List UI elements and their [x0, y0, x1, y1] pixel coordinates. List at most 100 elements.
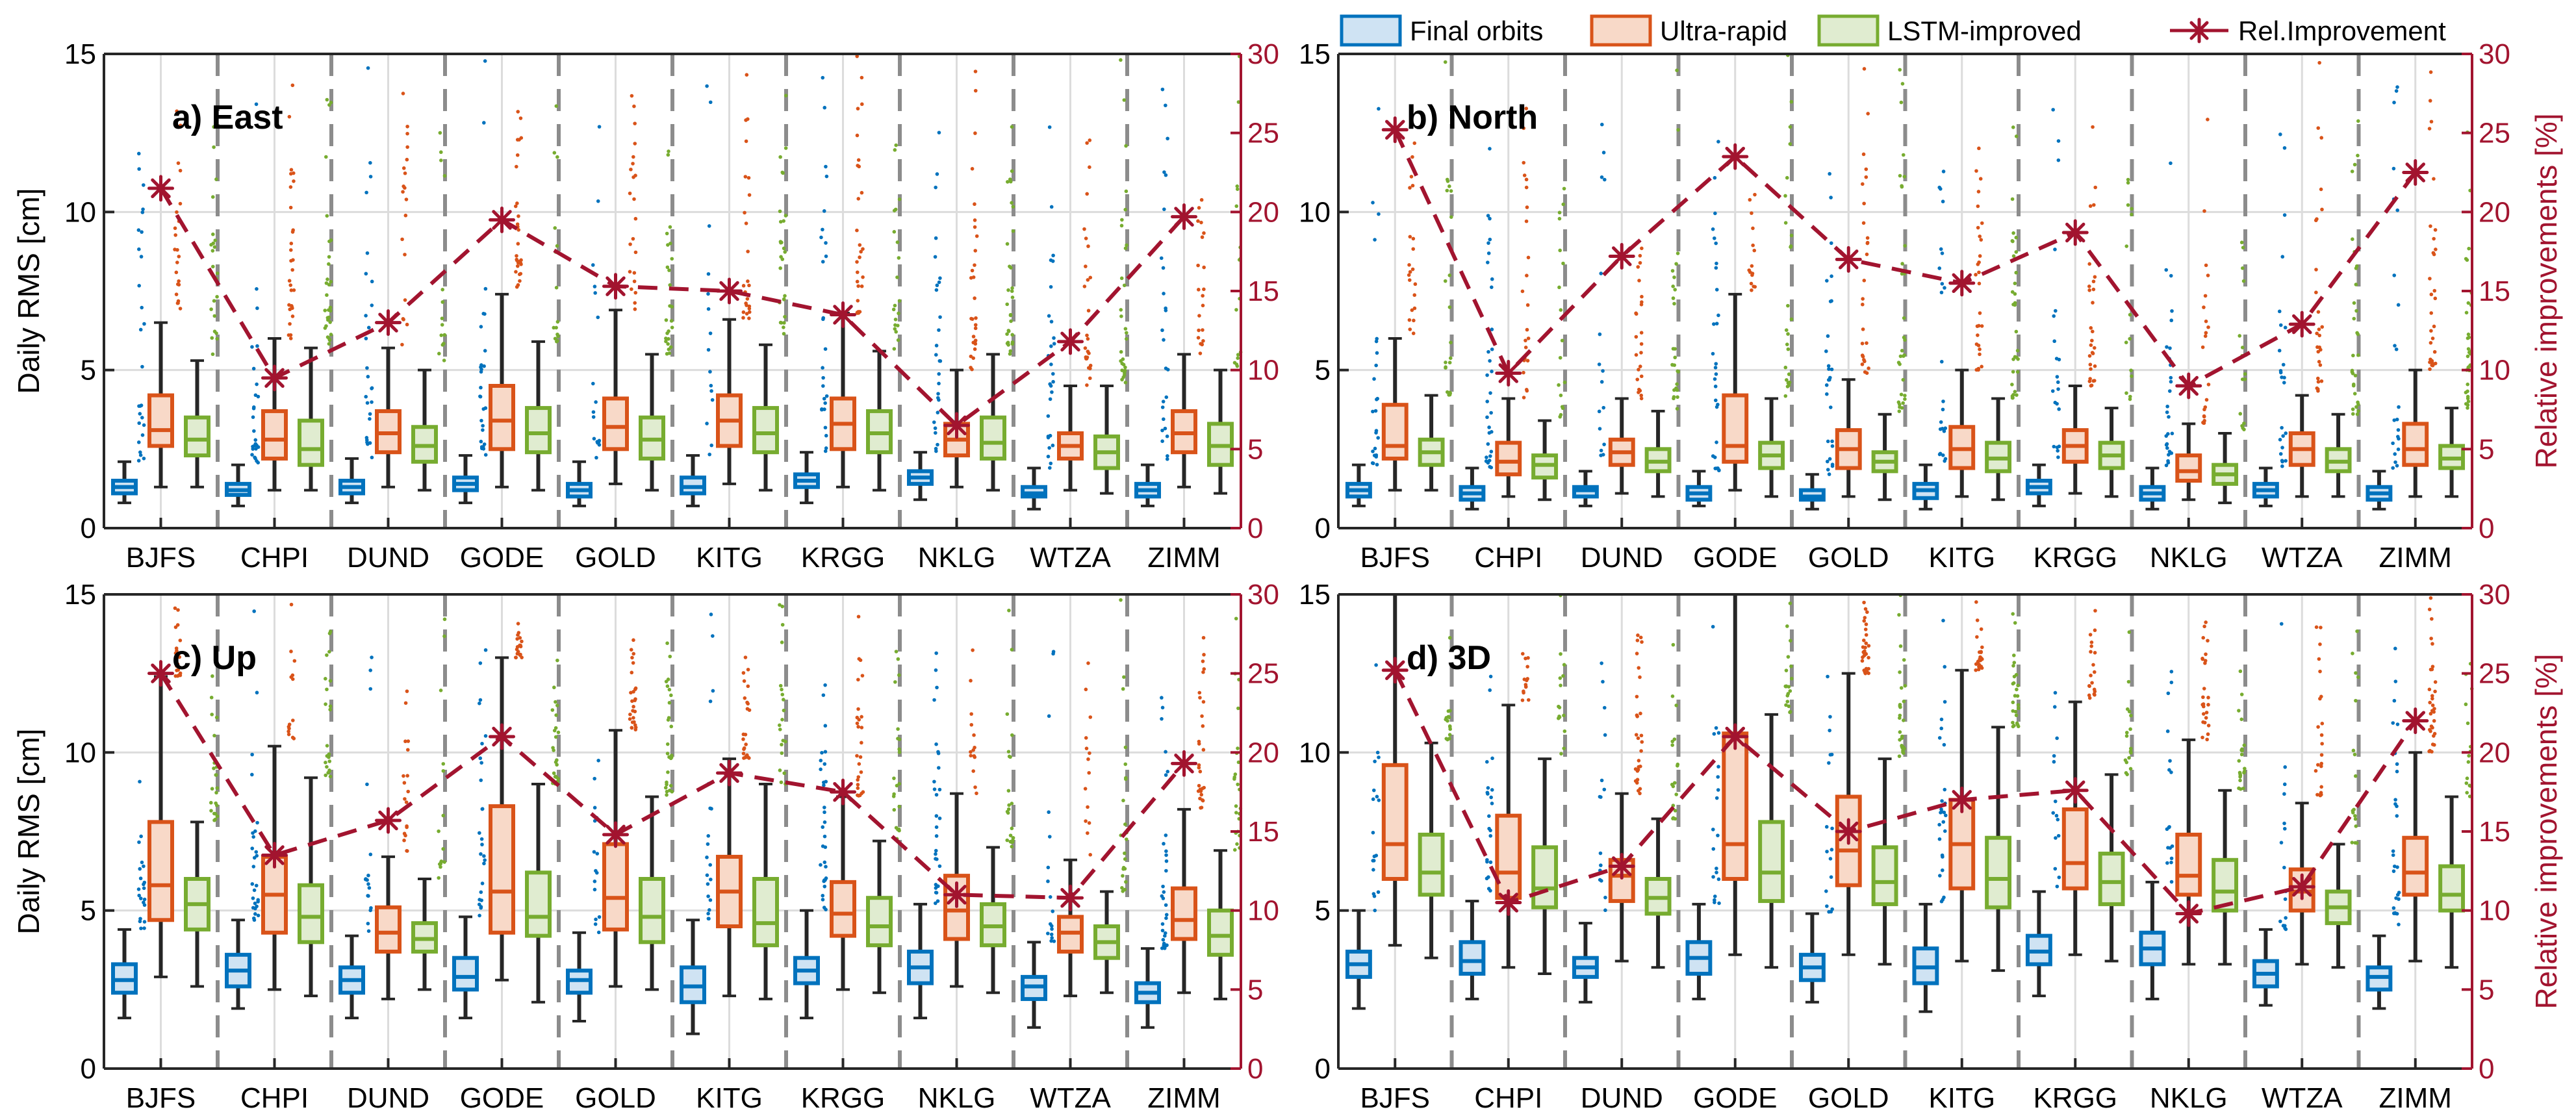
box-lstm-gold [639, 795, 665, 991]
box-lstm-krgg [2098, 407, 2125, 498]
y2-tick-label: 10 [2479, 895, 2510, 927]
outlier-point [1976, 190, 1981, 194]
outlier-point [630, 287, 633, 291]
outlier-point [1784, 703, 1788, 707]
outlier-point [1598, 851, 1603, 856]
outlier-point [2052, 444, 2056, 449]
outlier-point [2091, 125, 2095, 129]
y2-tick-label: 20 [1247, 196, 1279, 228]
outlier-point [1976, 344, 1981, 348]
outlier-point [1673, 809, 1677, 813]
outlier-point [1976, 333, 1980, 337]
outlier-point [2011, 125, 2015, 129]
outlier-point [325, 765, 329, 769]
outlier-point [2013, 292, 2017, 296]
outlier-point [1488, 833, 1493, 838]
outlier-point [516, 260, 520, 265]
outlier-point [821, 317, 825, 322]
outlier-point [439, 865, 442, 869]
outlier-point [1008, 833, 1013, 837]
outlier-point [1377, 107, 1381, 111]
outlier-point [1829, 241, 1833, 246]
outlier-point [669, 755, 674, 759]
iqr-box [1495, 440, 1522, 477]
outlier-point [1201, 303, 1205, 308]
outlier-point [855, 228, 859, 233]
outlier-point [1119, 276, 1124, 281]
outlier-point [2429, 70, 2433, 74]
outlier-point [1375, 463, 1379, 467]
outlier-point [1485, 455, 1488, 459]
outlier-point [518, 653, 522, 657]
outlier-point [2396, 428, 2401, 432]
outlier-point [2282, 821, 2286, 826]
improvement-marker-zimm [1171, 750, 1197, 777]
outlier-point [515, 254, 518, 258]
outlier-point [2466, 382, 2469, 387]
outlier-point [255, 382, 259, 387]
outlier-point [781, 171, 785, 175]
outlier-point [631, 652, 636, 656]
outlier-point [1938, 874, 1942, 878]
outlier-point [1902, 335, 1906, 340]
outlier-point [705, 422, 709, 425]
box-final-zimm [2366, 470, 2393, 511]
box-lstm-wtza [1093, 890, 1120, 995]
outlier-point [934, 344, 939, 348]
box-final-zimm [1134, 463, 1161, 507]
outlier-point [1557, 383, 1561, 387]
outlier-point [178, 168, 183, 173]
outlier-point [708, 699, 713, 704]
outlier-point [2016, 357, 2020, 361]
outlier-point [1166, 770, 1170, 774]
outlier-point [1051, 253, 1055, 258]
outlier-point [971, 769, 976, 773]
outlier-point [2319, 626, 2323, 629]
y2-tick-label: 10 [2479, 355, 2510, 387]
y2-tick-label: 25 [1247, 118, 1279, 149]
box-lstm-krgg [866, 839, 893, 995]
outlier-point [2391, 869, 2396, 873]
box-lstm-gold [1871, 757, 1898, 966]
outlier-point [2130, 207, 2134, 211]
outlier-point [2432, 718, 2436, 723]
improvement-marker-wtza-stroke [1060, 887, 1080, 908]
outlier-point [2206, 325, 2210, 329]
outlier-point [2054, 813, 2059, 818]
outlier-point [2429, 729, 2432, 733]
outlier-point [1485, 876, 1489, 881]
outlier-point [1902, 353, 1906, 357]
outlier-point [253, 438, 258, 442]
outlier-point [142, 882, 146, 887]
outlier-point [1371, 788, 1376, 793]
outlier-point [2428, 99, 2432, 103]
iqr-box [1722, 731, 1749, 881]
outlier-point [1121, 687, 1125, 691]
outlier-point [1525, 273, 1529, 277]
outlier-point [2315, 386, 2319, 390]
improvement-marker-zimm [2402, 159, 2429, 186]
outlier-point [1715, 405, 1719, 409]
y2-tick-label: 15 [2479, 275, 2510, 307]
outlier-point [2011, 681, 2016, 685]
outlier-point [2206, 732, 2210, 737]
outlier-point [1788, 689, 1792, 693]
outlier-point [2319, 379, 2324, 383]
y-tick-label: 15 [64, 38, 96, 70]
outlier-point [1082, 227, 1086, 231]
improvement-marker-gode [1722, 143, 1749, 170]
improvement-marker-kitg-stroke [1952, 790, 1972, 810]
outlier-point [2203, 659, 2208, 663]
outlier-point [1490, 347, 1494, 351]
outlier-point [1160, 717, 1164, 721]
outlier-point [667, 149, 670, 153]
outlier-point [210, 195, 215, 199]
outlier-point [630, 699, 634, 704]
outlier-point [1676, 764, 1679, 768]
outlier-point [709, 613, 713, 616]
outlier-point [2396, 303, 2401, 307]
improvement-marker-dund [375, 309, 402, 336]
outlier-point [2202, 624, 2206, 629]
outlier-point [368, 441, 372, 445]
outlier-point [209, 800, 213, 805]
